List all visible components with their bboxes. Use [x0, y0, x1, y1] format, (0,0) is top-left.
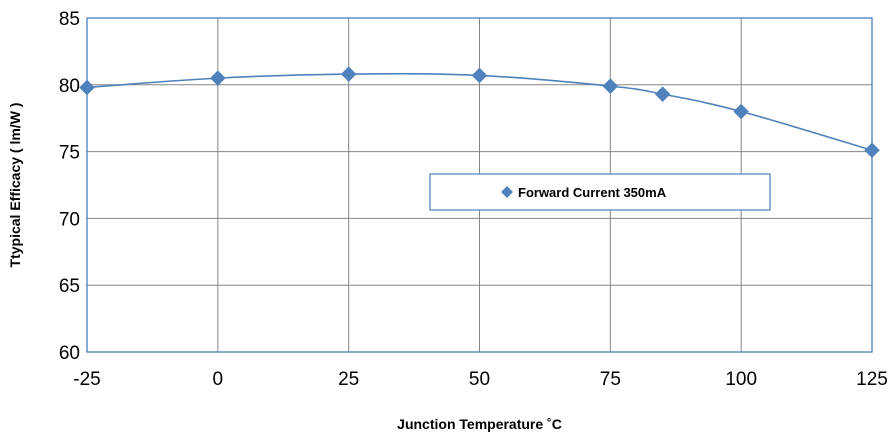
data-point [209, 70, 226, 86]
y-tick-label: 70 [59, 209, 80, 230]
y-tick-labels: 60 65 70 75 80 85 [59, 9, 80, 364]
x-tick-label: 75 [600, 369, 621, 390]
data-point [864, 142, 880, 159]
y-tick-label: 80 [59, 76, 80, 97]
x-tick-label: 125 [856, 369, 888, 390]
x-tick-label: 100 [725, 369, 757, 390]
data-point [79, 79, 95, 96]
x-axis-title: Junction Temperature ˚C [397, 416, 562, 432]
legend-marker [501, 186, 513, 198]
data-point [471, 67, 488, 84]
y-tick-label: 85 [59, 9, 80, 30]
x-tick-label: 25 [338, 369, 359, 390]
y-tick-label: 75 [59, 143, 80, 164]
legend-box [429, 173, 771, 211]
y-axis-title: Ttypical Efficacy ( lm/W ) [7, 103, 23, 268]
x-tick-labels: -25 0 25 50 75 100 125 [73, 369, 888, 390]
data-point [602, 78, 619, 94]
data-point [654, 86, 671, 103]
legend-label: Forward Current 350mA [518, 185, 667, 200]
x-tick-label: -25 [73, 369, 100, 390]
series-layer [79, 66, 880, 159]
data-point [733, 103, 750, 120]
y-tick-label: 60 [59, 343, 80, 364]
y-tick-label: 65 [59, 276, 80, 297]
data-point [340, 66, 357, 82]
plot-area-border [86, 17, 873, 353]
x-tick-label: 50 [469, 369, 490, 390]
x-tick-label: 0 [213, 369, 224, 390]
legend: Forward Current 350mA [429, 173, 771, 211]
